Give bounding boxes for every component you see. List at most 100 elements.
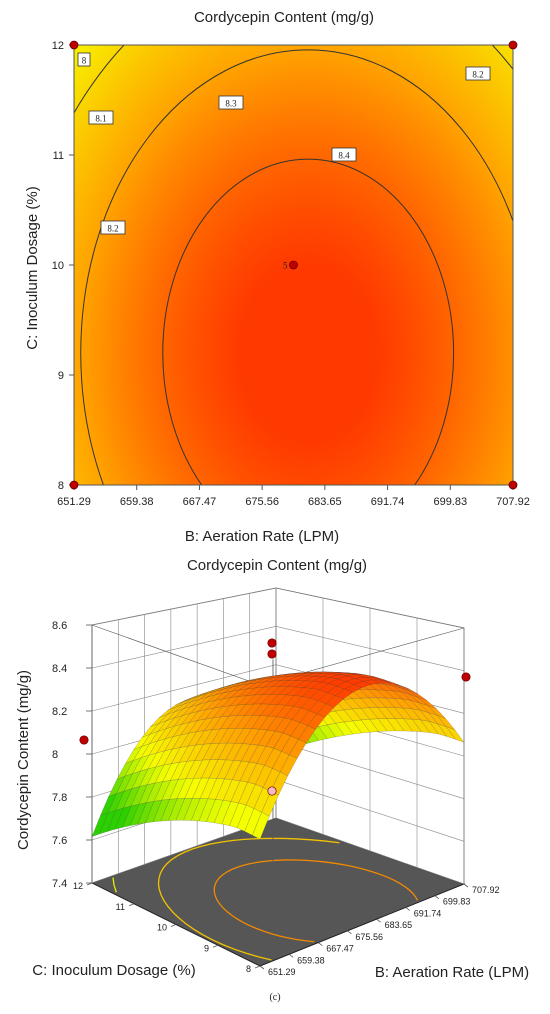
x-tick-label: 683.65	[308, 496, 342, 508]
contour-level-labels: 8 8.1 8.2 8.3 8.4 8.2	[77, 52, 491, 235]
y-tick-mark	[212, 944, 219, 948]
contour-design-points: 5	[69, 40, 518, 490]
surface-patch	[253, 686, 272, 696]
surface-patch	[207, 778, 225, 800]
x-tick-label: 651.29	[268, 967, 296, 977]
surface-patch	[418, 697, 437, 709]
x-tick-label: 675.56	[245, 496, 279, 508]
surface-design-point	[79, 735, 89, 745]
surface-mesh	[91, 671, 465, 840]
contour-x-axis-label: B: Aeration Rate (LPM)	[185, 528, 339, 545]
surface-patch	[221, 801, 239, 826]
surface-patch	[91, 812, 109, 837]
surface-patch	[138, 782, 156, 805]
y-tick-label: 8	[58, 480, 64, 492]
surface-patch	[409, 690, 428, 701]
surface-patch	[249, 729, 268, 746]
y-tick-mark	[254, 965, 261, 969]
floor-contour-line	[213, 859, 382, 943]
z-tick-label: 7.8	[52, 792, 67, 804]
surface-y-ticks: 8 9 10 11 12	[73, 881, 261, 974]
contour-label: 8.3	[225, 99, 237, 109]
surface-patch	[316, 703, 335, 718]
surface-patch	[207, 688, 225, 698]
contour-label-box	[88, 110, 114, 125]
surface-patch	[183, 797, 201, 821]
contour-label: 8.2	[107, 224, 118, 234]
surface-patch	[372, 679, 390, 684]
surface-patch	[175, 797, 193, 821]
surface-patch	[262, 680, 282, 688]
surface-patch	[292, 696, 311, 709]
surface-x-ticks: 651.29659.38667.47675.56683.65691.74699.…	[259, 883, 500, 977]
contour-label: 8.2	[472, 70, 483, 80]
surface-y-axis-label: C: Inoculum Dosage (%)	[32, 962, 195, 979]
box-edge	[91, 624, 261, 686]
surface-patch	[139, 752, 158, 772]
surface-design-point	[267, 649, 277, 659]
y-tick-label: 10	[157, 923, 167, 933]
x-tick-mark	[318, 942, 323, 946]
surface-design-point	[267, 638, 277, 648]
surface-patch	[116, 773, 133, 795]
surface-patch	[353, 681, 372, 688]
surface-patch	[108, 775, 126, 797]
surface-patch	[185, 759, 203, 780]
surface-patch	[346, 674, 365, 679]
x-tick-label: 667.47	[183, 496, 217, 508]
x-tick-label: 691.74	[414, 908, 442, 918]
y-tick-label: 8	[246, 964, 251, 974]
surface-patch	[274, 717, 293, 734]
surface-patch	[355, 674, 374, 678]
surface-title: Cordycepin Content (mg/g)	[187, 557, 367, 574]
surface-design-points	[79, 638, 471, 796]
design-point	[508, 480, 518, 490]
surface-patch	[188, 709, 207, 723]
contour-label-box	[218, 95, 244, 110]
surface-patch	[227, 715, 246, 729]
surface-patch	[290, 722, 309, 740]
surface-patch	[146, 781, 164, 803]
surface-patch	[336, 681, 355, 690]
x-tick-label: 651.29	[57, 496, 91, 508]
surface-patch	[141, 723, 160, 738]
surface-patch	[252, 812, 270, 840]
surface-patch	[273, 673, 291, 677]
contour-label: 8.1	[95, 114, 106, 124]
x-tick-mark	[259, 965, 265, 970]
surface-patch	[419, 702, 438, 716]
y-tick-mark	[86, 882, 93, 886]
design-point	[69, 40, 79, 50]
surface-patch	[326, 722, 345, 738]
y-tick-label: 11	[116, 902, 125, 912]
surface-patch	[254, 680, 273, 689]
surface-patch	[211, 715, 230, 730]
surface-patch	[116, 760, 134, 780]
surface-patch	[265, 730, 284, 749]
contour-label: 8.4	[338, 151, 350, 161]
surface-design-point	[461, 672, 471, 682]
contour-x-ticks: 651.29 659.38 667.47 675.56 683.65 691.74 699.…	[57, 485, 530, 508]
contour-label-box	[77, 52, 91, 67]
surface-patch	[337, 675, 356, 682]
surface-patch	[157, 717, 175, 732]
surface-patch	[345, 678, 364, 685]
x-tick-label: 707.92	[496, 496, 530, 508]
contour-label-box	[465, 66, 491, 81]
surface-patch	[122, 804, 140, 828]
x-tick-mark	[376, 918, 381, 923]
x-tick-label: 691.74	[371, 496, 405, 508]
surface-patch	[344, 684, 363, 693]
contour-y-axis-label: C: Inoculum Dosage (%)	[24, 186, 41, 349]
surface-plot: Cordycepin Content (mg/g) 7.4 7.6 7.8 8 8.2 8…	[15, 557, 529, 1003]
floor-contour-line	[112, 877, 117, 893]
surface-patch	[149, 720, 167, 735]
x-tick-label: 667.47	[326, 944, 354, 954]
design-point	[508, 40, 518, 50]
x-tick-mark	[463, 883, 469, 888]
surface-patch	[325, 695, 344, 708]
z-tick-label: 8.2	[52, 706, 67, 718]
x-tick-mark	[288, 953, 294, 958]
x-tick-label: 659.38	[120, 496, 154, 508]
contour-plot: Cordycepin Content (mg/g) 651.29 659.38 66…	[24, 9, 530, 545]
